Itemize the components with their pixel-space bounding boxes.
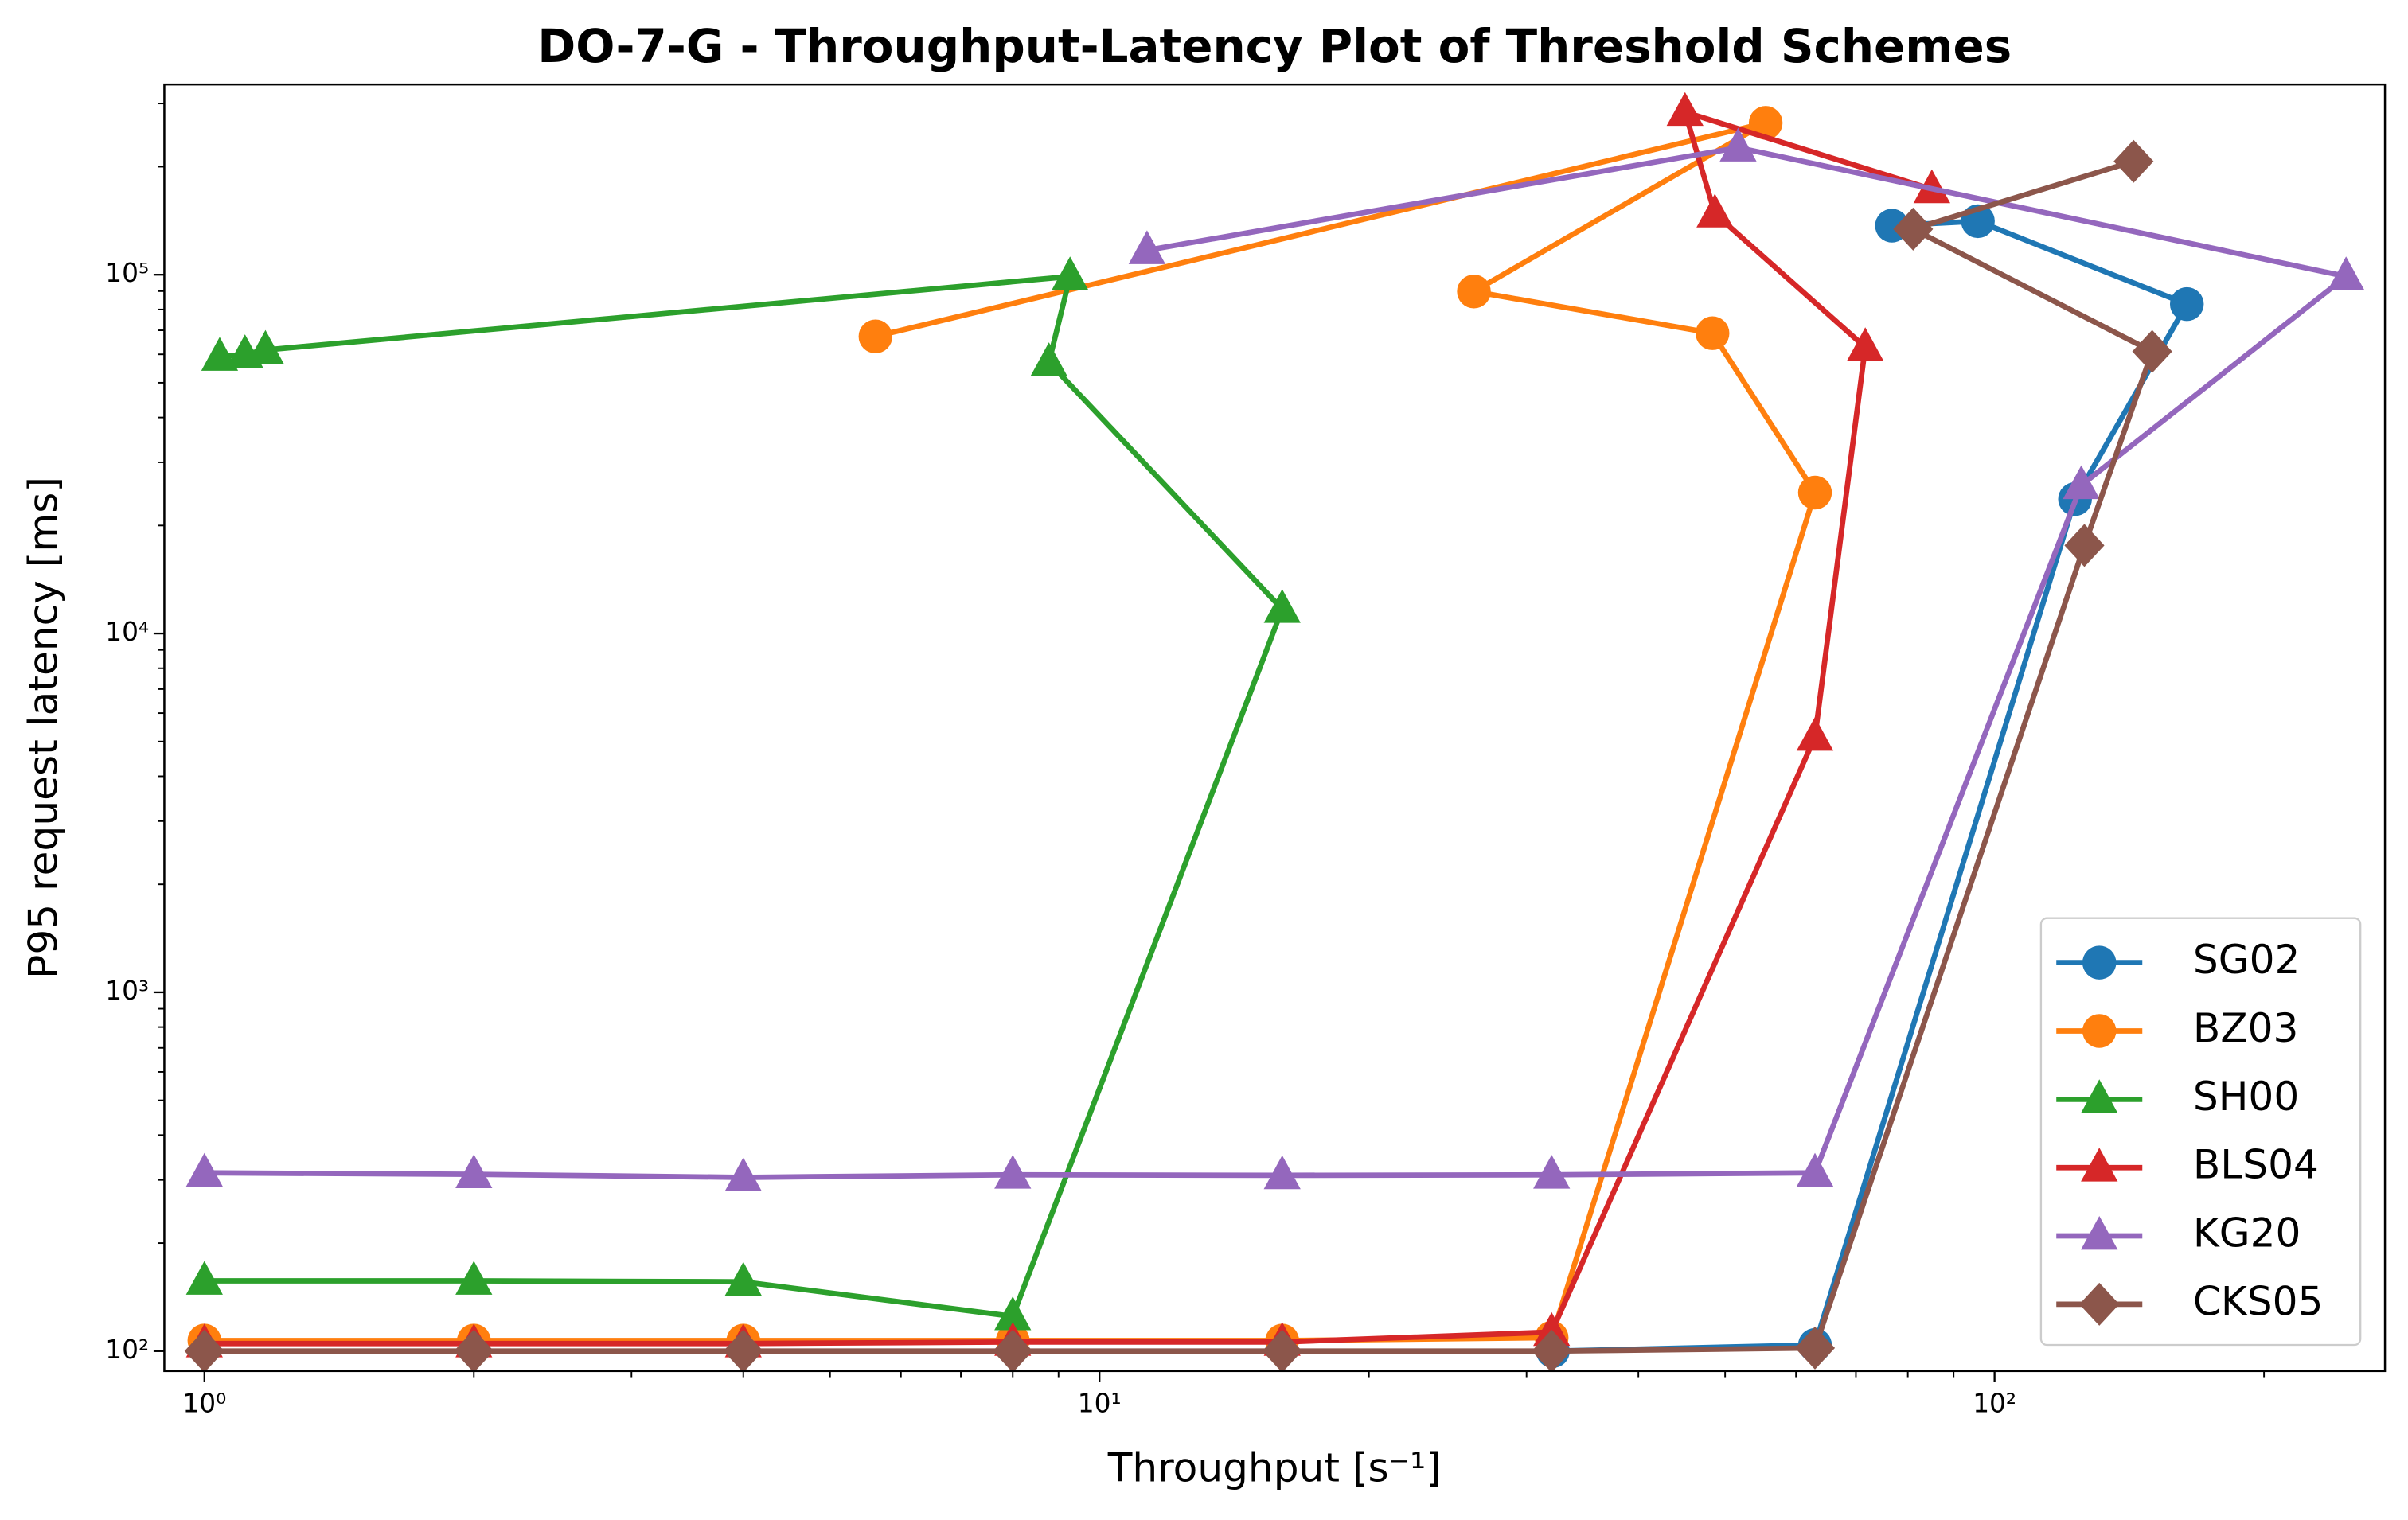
marker <box>1457 275 1491 309</box>
marker <box>993 1329 1033 1371</box>
marker <box>2063 465 2100 500</box>
marker <box>1263 589 1301 623</box>
legend-label: KG20 <box>2193 1210 2301 1257</box>
marker <box>455 1154 493 1188</box>
marker <box>226 334 263 368</box>
marker <box>1533 1311 1571 1347</box>
marker <box>1847 327 1884 361</box>
legend-label: BZ03 <box>2193 1004 2299 1051</box>
marker <box>201 337 239 371</box>
x-axis-label: Throughput [s⁻¹] <box>1107 1444 1442 1491</box>
marker <box>185 1261 223 1295</box>
marker <box>994 1296 1032 1331</box>
marker <box>1262 1329 1302 1371</box>
marker <box>724 1261 762 1296</box>
marker <box>2081 1148 2118 1182</box>
y-tick-label: 10⁵ <box>105 258 149 288</box>
plot-area <box>184 92 2365 1371</box>
marker <box>1696 316 1730 350</box>
legend-label: CKS05 <box>2193 1277 2324 1324</box>
marker <box>2328 256 2365 290</box>
marker <box>1052 256 1089 290</box>
marker <box>1796 1152 1834 1187</box>
marker <box>185 1152 223 1187</box>
marker <box>724 1157 762 1191</box>
marker <box>1796 716 1834 751</box>
marker <box>184 1329 224 1371</box>
marker <box>1030 342 1067 376</box>
x-tick-label: 10¹ <box>1078 1388 1122 1418</box>
marker <box>1128 230 1166 264</box>
marker <box>2081 1079 2118 1113</box>
marker <box>2132 329 2172 373</box>
y-axis-label: P95 request latency [ms] <box>19 477 66 979</box>
x-tick-label: 10² <box>1973 1388 2016 1418</box>
y-tick-label: 10³ <box>105 976 149 1006</box>
chart-title: DO-7-G - Throughput-Latency Plot of Thre… <box>537 19 2012 73</box>
legend-label: SG02 <box>2193 936 2300 983</box>
marker <box>1719 127 1757 162</box>
marker <box>723 1329 763 1371</box>
marker <box>2082 1014 2117 1048</box>
legend-label: BLS04 <box>2193 1141 2319 1188</box>
marker <box>1748 106 1783 140</box>
marker <box>1696 193 1734 228</box>
marker <box>1263 1155 1301 1190</box>
marker <box>1797 475 1832 510</box>
marker <box>994 1155 1032 1189</box>
x-tick-label: 10⁰ <box>182 1388 226 1418</box>
marker <box>1533 1155 1571 1189</box>
marker <box>455 1261 493 1295</box>
marker <box>2081 1215 2118 1250</box>
marker <box>1532 1329 1572 1371</box>
marker <box>1666 92 1704 127</box>
y-tick-label: 10² <box>105 1335 149 1365</box>
legend-label: SH00 <box>2193 1073 2299 1120</box>
marker <box>2169 286 2204 322</box>
marker <box>454 1329 494 1371</box>
marker <box>2082 945 2117 980</box>
marker <box>858 319 893 353</box>
y-tick-label: 10⁴ <box>105 617 149 647</box>
axes-frame <box>163 83 2387 1373</box>
